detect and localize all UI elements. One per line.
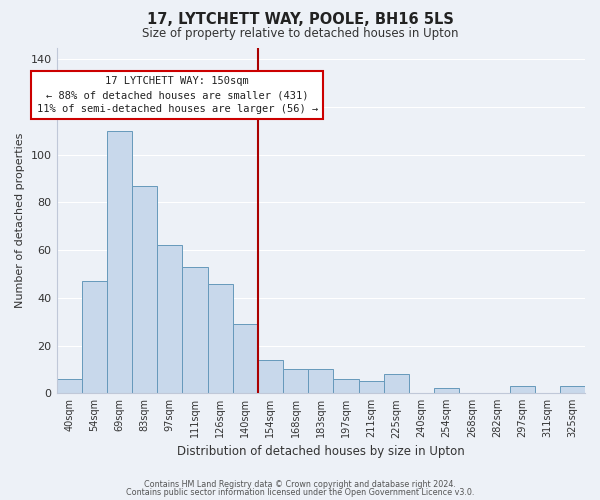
Bar (82, 281, 107, 393)
Bar (107, 131, 132, 393)
Bar (182, 267, 208, 393)
Text: Contains HM Land Registry data © Crown copyright and database right 2024.: Contains HM Land Registry data © Crown c… (144, 480, 456, 489)
Y-axis label: Number of detached properties: Number of detached properties (15, 132, 25, 308)
X-axis label: Distribution of detached houses by size in Upton: Distribution of detached houses by size … (177, 444, 464, 458)
Text: Contains public sector information licensed under the Open Government Licence v3: Contains public sector information licen… (126, 488, 474, 497)
Bar (560, 386, 585, 393)
Bar (283, 370, 308, 393)
Bar (308, 370, 334, 393)
Bar (233, 324, 258, 393)
Text: Size of property relative to detached houses in Upton: Size of property relative to detached ho… (142, 28, 458, 40)
Bar (208, 284, 233, 393)
Bar (258, 360, 283, 393)
Bar (132, 186, 157, 393)
Text: 17, LYTCHETT WAY, POOLE, BH16 5LS: 17, LYTCHETT WAY, POOLE, BH16 5LS (146, 12, 454, 28)
Bar (359, 382, 383, 393)
Bar (383, 374, 409, 393)
Bar (434, 388, 459, 393)
Bar (157, 246, 182, 393)
Bar (509, 386, 535, 393)
Bar (334, 379, 359, 393)
Bar (56, 379, 82, 393)
Text: 17 LYTCHETT WAY: 150sqm
← 88% of detached houses are smaller (431)
11% of semi-d: 17 LYTCHETT WAY: 150sqm ← 88% of detache… (37, 76, 318, 114)
